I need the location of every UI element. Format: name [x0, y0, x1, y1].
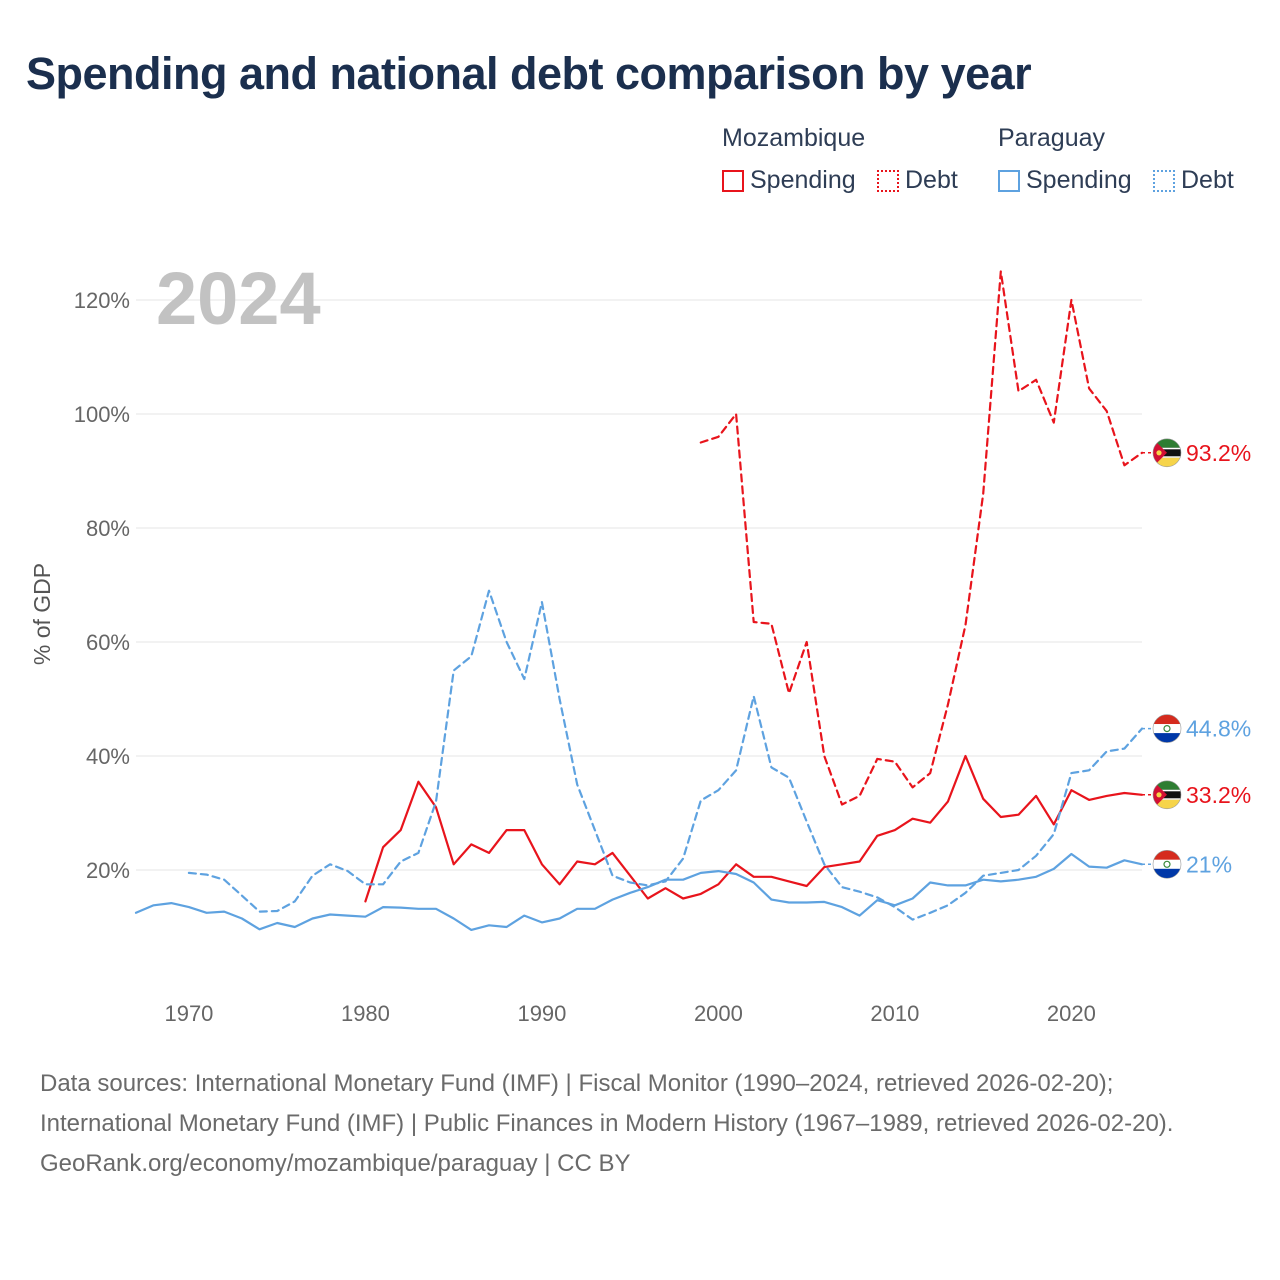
x-tick-label: 1990	[517, 1001, 566, 1026]
flag-band	[1153, 868, 1181, 879]
legend-group-paraguay: Paraguay	[998, 124, 1106, 152]
flag-band	[1153, 789, 1181, 792]
series-lines	[134, 270, 1144, 931]
series-line-mozambique-debt	[699, 270, 1144, 806]
line-chart: 2024 20% 40% 60% 80% 100% 120% 1970 1980 1990 20…	[29, 257, 1251, 1026]
flag-shape	[1153, 438, 1181, 467]
x-tick-label: 2020	[1047, 1001, 1096, 1026]
flag-band	[1153, 456, 1181, 458]
flag-band	[1153, 798, 1181, 800]
flag-emblem	[1163, 724, 1171, 733]
flag-band	[1153, 859, 1181, 869]
end-value-label: 93.2%	[1186, 440, 1251, 466]
flag-star	[1156, 450, 1162, 456]
flag-ring	[1152, 780, 1182, 810]
x-tick-label: 2010	[870, 1001, 919, 1026]
x-tick-label: 1980	[341, 1001, 390, 1026]
flag-shape	[1153, 850, 1181, 879]
end-value-label: 21%	[1186, 851, 1232, 877]
legend-group-mozambique: Mozambique	[722, 124, 866, 152]
flag-ring	[1152, 849, 1182, 879]
legend-swatch-dotted	[1153, 169, 1175, 192]
x-tick-label: 1970	[164, 1001, 213, 1026]
mozambique-flag-icon	[1152, 780, 1182, 810]
sources-note: Data sources: International Monetary Fun…	[40, 1064, 1240, 1184]
y-axis: 20% 40% 60% 80% 100% 120%	[74, 288, 130, 883]
legend-item-paraguay-spending[interactable]: Spending	[998, 166, 1132, 195]
y-tick-label: 60%	[86, 630, 130, 655]
legend-label: Debt	[1181, 166, 1234, 194]
y-tick-label: 20%	[86, 858, 130, 883]
flag-band	[1153, 780, 1181, 790]
series-line-paraguay-spending	[134, 852, 1144, 931]
flag-band	[1153, 438, 1181, 448]
flag-band	[1153, 733, 1181, 743]
flag-shape	[1153, 780, 1181, 809]
x-axis: 1970 1980 1990 2000 2010 2020	[164, 1001, 1095, 1026]
flag-star	[1156, 792, 1162, 798]
legend-item-mozambique-spending[interactable]: Spending	[722, 166, 856, 195]
series-line-paraguay-debt	[187, 589, 1144, 921]
legend-label: Debt	[905, 166, 958, 194]
end-value-label: 44.8%	[1186, 716, 1251, 742]
mozambique-flag-icon	[1152, 438, 1182, 468]
y-axis-label: % of GDP	[29, 563, 55, 665]
legend-swatch-solid	[998, 169, 1020, 192]
paraguay-flag-icon	[1152, 714, 1182, 743]
flag-ring	[1152, 714, 1182, 743]
flag-shape	[1153, 714, 1181, 743]
year-watermark: 2024	[156, 257, 321, 340]
attribution-link[interactable]: GeoRank.org/economy/mozambique/paraguay …	[40, 1150, 631, 1177]
gridlines	[136, 299, 1142, 871]
y-tick-label: 100%	[74, 402, 130, 427]
legend-item-paraguay-debt[interactable]: Debt	[1153, 166, 1234, 195]
flag-band	[1153, 799, 1181, 809]
legend-label: Spending	[1026, 166, 1132, 194]
legend-swatch-solid	[722, 169, 744, 192]
paraguay-flag-icon	[1152, 849, 1182, 879]
flag-band	[1153, 724, 1181, 734]
end-labels: 33.2% 93.2% 21% 44.8%	[1142, 438, 1251, 879]
flag-band	[1153, 850, 1181, 860]
legend-item-mozambique-debt[interactable]: Debt	[877, 166, 958, 195]
y-tick-label: 80%	[86, 516, 130, 541]
flag-emblem	[1163, 860, 1171, 868]
y-tick-label: 40%	[86, 744, 130, 769]
data-sources-text: Data sources: International Monetary Fun…	[40, 1070, 1174, 1137]
end-value-label: 33.2%	[1186, 782, 1251, 808]
y-tick-label: 120%	[74, 288, 130, 313]
chart-title: Spending and national debt comparison by…	[26, 48, 1032, 99]
series-line-mozambique-spending	[364, 754, 1144, 903]
x-tick-label: 2000	[694, 1001, 743, 1026]
flag-band	[1153, 447, 1181, 450]
flag-band	[1153, 457, 1181, 467]
legend-swatch-dotted	[877, 169, 899, 192]
flag-ring	[1152, 438, 1182, 468]
flag-band	[1153, 714, 1181, 725]
legend-label: Spending	[750, 166, 856, 194]
